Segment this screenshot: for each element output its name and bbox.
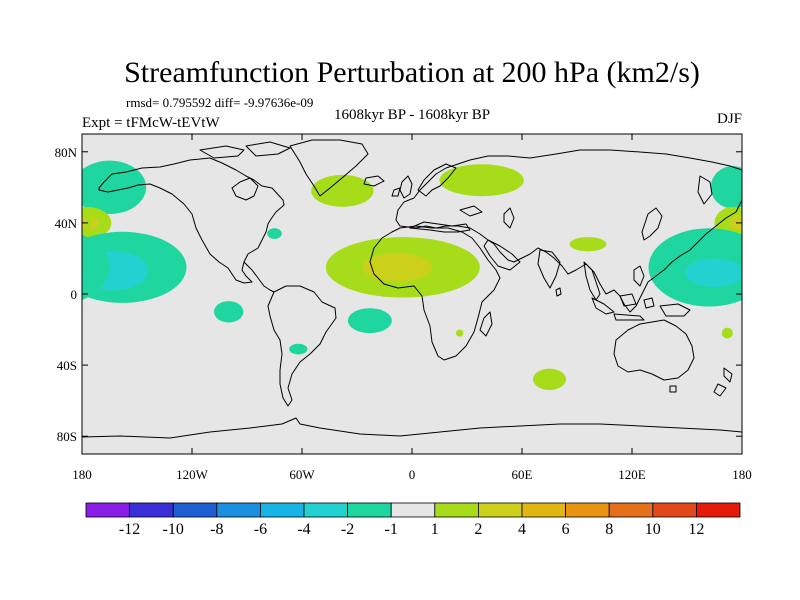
coastline-new-zealand xyxy=(713,367,733,397)
colorbar-label-3: -6 xyxy=(254,521,267,538)
anomaly-region-21 xyxy=(721,327,733,339)
anomaly-region-3 xyxy=(439,164,524,197)
colorbar-swatch-14 xyxy=(696,502,741,518)
coastline-eurasia xyxy=(395,149,742,313)
anomaly-region-0 xyxy=(732,169,742,205)
anomaly-region-19 xyxy=(456,329,464,337)
coastline-japan xyxy=(641,207,663,241)
coastline-madagascar xyxy=(479,311,493,337)
colorbar-swatch-3 xyxy=(216,502,261,518)
colorbar-swatch-9 xyxy=(477,502,523,518)
coastline-sri-lanka xyxy=(555,287,562,297)
anomaly-region-7 xyxy=(729,215,742,230)
colorbar-label-4: -4 xyxy=(297,521,310,538)
x-tick-label-6: 180 xyxy=(732,467,752,482)
anomaly-region-11 xyxy=(685,258,742,287)
colorbar-swatch-7 xyxy=(390,502,436,518)
colorbar-label-1: -10 xyxy=(163,521,184,538)
coastline-arabia xyxy=(483,239,521,271)
anomaly-region-11 xyxy=(82,267,84,278)
colorbar-label-10: 6 xyxy=(562,521,570,538)
anomaly-region-17 xyxy=(347,308,392,334)
colorbar-swatch-6 xyxy=(347,502,392,518)
coastline-mediterranean xyxy=(409,205,483,233)
colorbar-label-12: 10 xyxy=(645,521,661,538)
center-label: 1608kyr BP - 1608kyr BP xyxy=(334,107,490,123)
left-label: Expt = tFMcW-tEVtW xyxy=(82,115,220,131)
colorbar-label-5: -2 xyxy=(341,521,354,538)
colorbar-label-11: 8 xyxy=(605,521,613,538)
coastline-tasmania xyxy=(669,385,677,393)
colorbar-swatch-5 xyxy=(303,502,348,518)
colorbar-label-13: 12 xyxy=(688,521,704,538)
x-tick-label-0: 180 xyxy=(72,467,92,482)
coastline-new-guinea xyxy=(659,303,691,317)
x-tick-label-1: 120W xyxy=(176,467,209,482)
coastline-central-america xyxy=(243,261,275,293)
anomaly-region-1 xyxy=(82,167,95,207)
y-tick-label-4: 80S xyxy=(57,429,77,444)
x-tick-label-4: 60E xyxy=(512,467,533,482)
anomaly-region-1 xyxy=(710,166,742,209)
coastline-australia xyxy=(613,319,695,381)
colorbar: -12 -10 -8 -6 -4 -2 -1 1 2 4 6 8 10 12 xyxy=(85,502,741,538)
y-tick-label-1: 40N xyxy=(55,216,78,231)
anomaly-region-15 xyxy=(569,237,607,252)
coastline-indonesia xyxy=(591,293,655,321)
colorbar-label-0: -12 xyxy=(119,521,140,538)
anomaly-region-20 xyxy=(533,368,566,391)
colorbar-label-2: -8 xyxy=(210,521,223,538)
coastlines xyxy=(82,139,742,439)
anomaly-region-14 xyxy=(362,253,433,282)
coastline-british-isles xyxy=(391,175,413,199)
stats-line: rmsd= 0.795592 diff= -9.97636e-09 xyxy=(126,95,313,110)
y-tick-label-2: 0 xyxy=(71,287,78,302)
colorbar-swatch-0 xyxy=(85,502,130,518)
colorbar-swatch-4 xyxy=(259,502,305,518)
anomaly-region-12 xyxy=(267,228,282,239)
colorbar-swatch-12 xyxy=(608,502,654,518)
coastline-arctic-islands xyxy=(199,141,291,159)
coastline-caspian xyxy=(503,207,515,229)
colorbar-swatch-8 xyxy=(434,502,479,518)
anomaly-region-0 xyxy=(82,160,147,214)
y-tick-label-0: 80N xyxy=(55,145,78,160)
coastline-greenland xyxy=(289,139,369,197)
coastline-kamchatka xyxy=(697,175,713,205)
coastline-north-america xyxy=(98,157,285,284)
coastline-africa xyxy=(369,225,501,361)
colorbar-label-9: 4 xyxy=(518,521,526,538)
y-tick-label-3: 40S xyxy=(57,358,77,373)
anomaly-region-2 xyxy=(311,174,374,207)
colorbar-label-6: -1 xyxy=(385,521,398,538)
anomaly-region-10 xyxy=(82,234,110,301)
coastline-hudson-bay xyxy=(231,177,259,201)
anomaly-region-18 xyxy=(289,343,308,355)
x-tick-label-3: 0 xyxy=(409,467,416,482)
x-tick-label-2: 60W xyxy=(289,467,315,482)
coastline-iceland xyxy=(363,175,385,187)
anomaly-layer xyxy=(82,160,742,391)
coastline-antarctica xyxy=(82,417,742,439)
colorbar-swatch-11 xyxy=(565,502,610,518)
colorbar-label-8: 2 xyxy=(474,521,482,538)
x-tick-label-5: 120E xyxy=(618,467,646,482)
coastline-india xyxy=(537,249,561,289)
coastline-indochina xyxy=(583,261,601,301)
colorbar-swatch-10 xyxy=(521,502,566,518)
axes: 180 120W 60W 0 60E 120E 180 80N 40N 0 40S 80S xyxy=(55,134,752,482)
map-panel xyxy=(81,133,743,455)
coastline-south-america xyxy=(267,285,337,407)
colorbar-swatch-2 xyxy=(172,502,218,518)
coastline-scandinavia xyxy=(417,163,457,197)
anomaly-region-16 xyxy=(214,301,244,323)
anomaly-region-9 xyxy=(738,262,742,280)
coastline-philippines xyxy=(633,265,645,287)
colorbar-label-7: 1 xyxy=(431,521,439,538)
right-label: DJF xyxy=(717,111,742,127)
colorbar-swatch-1 xyxy=(129,502,174,518)
chart-title: Streamfunction Perturbation at 200 hPa (… xyxy=(124,56,700,89)
colorbar-swatch-13 xyxy=(652,502,697,518)
